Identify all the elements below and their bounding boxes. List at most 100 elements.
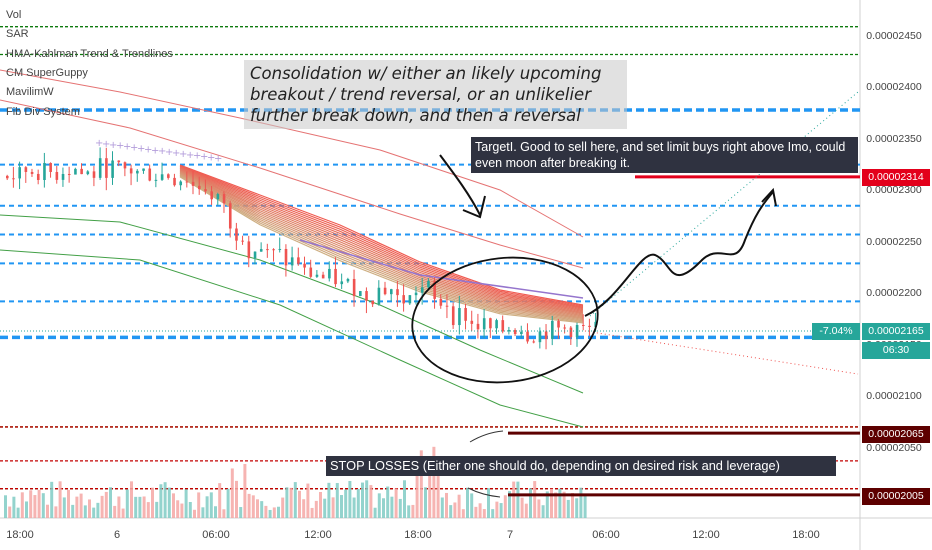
candle-body	[278, 248, 282, 250]
volume-bar	[167, 487, 171, 518]
volume-bar	[268, 509, 272, 518]
time-tick-label: 06:00	[202, 529, 230, 541]
candle-body	[328, 268, 331, 279]
guppy-ribbon-line	[179, 165, 584, 308]
volume-bar	[222, 509, 226, 518]
candle-body	[569, 327, 573, 338]
volume-bar	[62, 497, 66, 518]
volume-bar	[545, 491, 549, 518]
volume-bar	[373, 507, 377, 518]
stop-losses-note[interactable]: STOP LOSSES (Either one should do, depen…	[326, 456, 836, 476]
candle-body	[167, 174, 170, 178]
volume-bar	[33, 495, 37, 518]
candle-body	[396, 289, 399, 296]
volume-bar	[159, 484, 163, 518]
volume-bar	[71, 504, 75, 518]
guppy-ribbon-line	[179, 169, 584, 313]
candle-body	[445, 305, 449, 307]
volume-bar	[134, 496, 138, 518]
volume-bar	[247, 493, 251, 518]
volume-bar	[188, 501, 192, 518]
consolidation-annotation[interactable]: Consolidation w/ either an likely upcomi…	[244, 60, 627, 129]
volume-bar	[41, 493, 45, 518]
volume-bar	[88, 499, 91, 518]
sar-dot: +	[123, 142, 131, 153]
candle-body	[36, 173, 40, 180]
sar-dot: +	[165, 147, 173, 158]
volume-bar	[428, 458, 432, 518]
countdown-badge: 06:30	[862, 342, 930, 359]
volume-bar	[50, 481, 54, 518]
volume-bar	[403, 480, 406, 518]
guppy-ribbon-line	[179, 172, 584, 318]
volume-bar	[524, 503, 528, 518]
candle-body	[359, 291, 362, 297]
sar-dot: +	[130, 143, 138, 154]
candle-body	[315, 274, 319, 277]
indicator-cm-superguppy[interactable]: CM SuperGuppy	[6, 67, 88, 79]
volume-bar	[411, 504, 415, 518]
volume-bar	[58, 481, 62, 518]
volume-bar	[436, 474, 440, 518]
volume-bar	[29, 490, 33, 518]
candle-body	[117, 160, 121, 163]
volume-bar	[113, 505, 117, 518]
volume-bar	[130, 481, 133, 518]
volume-bar	[214, 506, 217, 518]
sar-dot: +	[200, 152, 208, 163]
volume-bar	[327, 482, 331, 518]
volume-bar	[298, 490, 301, 518]
candle-body	[6, 175, 9, 179]
candle-body	[340, 281, 344, 285]
volume-bar	[478, 503, 482, 518]
candle-body	[105, 158, 108, 178]
indicator-sar[interactable]: SAR	[6, 28, 29, 40]
volume-bar	[142, 496, 146, 518]
volume-bar	[12, 496, 16, 518]
candle-body	[427, 280, 430, 288]
candle-body	[414, 292, 418, 296]
volume-bar	[361, 482, 364, 518]
guppy-ribbon-line	[179, 164, 584, 306]
candle-body	[179, 181, 183, 186]
volume-bar	[344, 489, 348, 518]
candle-body	[520, 331, 523, 335]
volume-bar	[398, 498, 402, 518]
volume-bar	[67, 489, 70, 518]
volume-bar	[554, 492, 558, 518]
candle-body	[86, 171, 90, 175]
volume-bar	[335, 483, 339, 518]
volume-bar	[386, 486, 390, 518]
candle-body	[557, 320, 560, 328]
candle-body	[544, 331, 548, 339]
volume-bar	[440, 497, 444, 518]
indicator-hma-kahlman[interactable]: HMA-Kahlman Trend & Trendlines	[6, 48, 173, 60]
trendline-up	[589, 91, 859, 317]
candle-body	[551, 320, 554, 339]
volume-bar	[424, 487, 427, 518]
volume-bar	[176, 500, 180, 518]
volume-bar	[209, 492, 213, 518]
indicator-mavilimw[interactable]: MavilimW	[6, 86, 54, 98]
indicator-fib-div-system[interactable]: Fib Div System	[6, 106, 80, 118]
volume-bar	[184, 489, 188, 518]
volume-bar	[20, 492, 24, 518]
volume-bar	[172, 493, 175, 518]
indicator-vol[interactable]: Vol	[6, 9, 22, 21]
volume-bar	[449, 505, 453, 518]
volume-bar	[8, 506, 12, 518]
volume-bar	[466, 487, 469, 518]
price-tick-label: 0.00002200	[866, 287, 922, 300]
candle-body	[303, 263, 306, 268]
volume-bar	[533, 481, 537, 518]
target-note[interactable]: TargetI. Good to sell here, and set limi…	[471, 137, 858, 173]
volume-bar	[180, 503, 184, 518]
volume-bar	[512, 481, 516, 518]
candle-body	[204, 189, 207, 192]
volume-bar	[100, 495, 104, 518]
volume-bar	[306, 483, 310, 518]
candle-body	[402, 295, 405, 304]
volume-bar	[54, 506, 58, 518]
